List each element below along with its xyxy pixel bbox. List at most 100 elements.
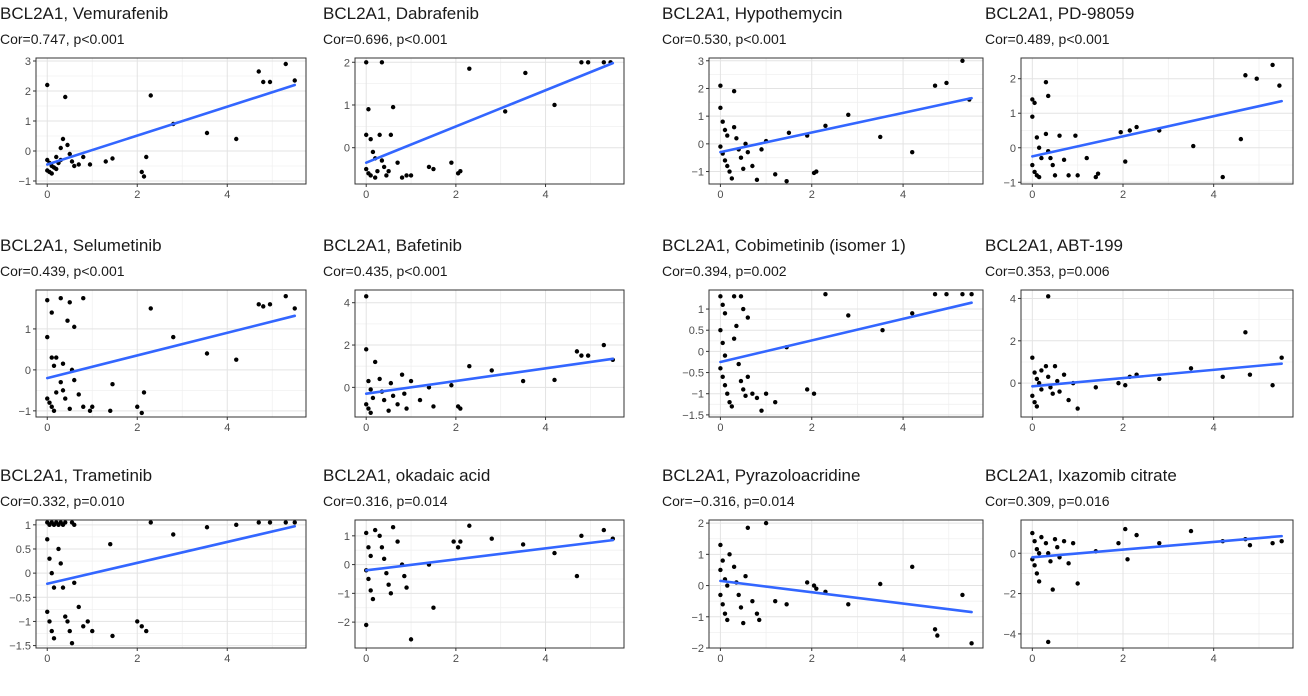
plot-border bbox=[354, 57, 625, 185]
data-point bbox=[60, 361, 66, 366]
data-point bbox=[720, 302, 725, 308]
data-point bbox=[1030, 355, 1035, 360]
plot-border bbox=[354, 289, 625, 418]
y-tick-label: 1 bbox=[25, 116, 31, 128]
data-point bbox=[366, 406, 371, 411]
data-point bbox=[204, 351, 210, 356]
data-point bbox=[741, 166, 746, 171]
regression-line bbox=[719, 579, 973, 614]
data-point bbox=[67, 628, 72, 634]
x-tick-label: 4 bbox=[900, 653, 906, 665]
data-point bbox=[734, 323, 739, 329]
data-point bbox=[366, 107, 371, 112]
data-point bbox=[1093, 174, 1098, 180]
plot-border bbox=[708, 289, 984, 418]
data-point bbox=[1093, 385, 1098, 390]
data-point bbox=[386, 408, 391, 413]
data-point bbox=[76, 604, 81, 610]
data-point bbox=[51, 636, 57, 641]
data-point bbox=[757, 617, 762, 623]
data-point bbox=[720, 340, 725, 346]
data-point bbox=[1034, 376, 1040, 382]
x-tick-label: 4 bbox=[1211, 422, 1217, 434]
x-tick-label: 4 bbox=[900, 189, 906, 201]
data-point bbox=[76, 162, 81, 167]
data-point bbox=[292, 306, 297, 311]
scatter-plot: 0 2 4 −1 0 1 2 3 bbox=[691, 56, 984, 201]
data-point bbox=[404, 585, 409, 590]
data-point bbox=[720, 119, 725, 124]
data-point bbox=[366, 576, 371, 582]
data-point bbox=[204, 130, 210, 136]
data-point bbox=[144, 628, 149, 634]
data-point bbox=[1247, 542, 1253, 548]
data-point bbox=[467, 523, 472, 528]
x-tick-label: 2 bbox=[134, 422, 140, 434]
data-point bbox=[171, 334, 176, 340]
data-point bbox=[368, 410, 373, 415]
data-point bbox=[103, 159, 108, 164]
y-tick-label: 2 bbox=[344, 340, 350, 352]
data-point bbox=[267, 79, 273, 85]
data-point bbox=[417, 397, 423, 403]
data-point bbox=[741, 620, 746, 626]
data-point bbox=[750, 391, 755, 396]
chart-title: BCL2A1, Cobimetinib (isomer 1) bbox=[662, 236, 906, 255]
chart-subtitle: Cor=0.747, p<0.001 bbox=[0, 31, 125, 47]
data-point bbox=[585, 60, 591, 65]
data-point bbox=[399, 372, 405, 377]
data-point bbox=[574, 573, 580, 579]
data-point bbox=[773, 598, 778, 604]
data-point bbox=[47, 619, 52, 624]
x-tick-label: 0 bbox=[1029, 189, 1035, 201]
y-tick-label: 0 bbox=[698, 581, 704, 593]
data-point bbox=[72, 324, 77, 330]
data-point bbox=[372, 175, 378, 180]
data-point bbox=[773, 399, 778, 405]
data-point bbox=[729, 404, 735, 409]
data-point bbox=[743, 573, 748, 579]
y-tick-label: 1 bbox=[1010, 108, 1016, 120]
data-point bbox=[1030, 97, 1035, 102]
data-point bbox=[1034, 404, 1040, 409]
data-point bbox=[364, 402, 369, 407]
y-tick-label: −1 bbox=[691, 167, 704, 179]
data-point bbox=[811, 391, 817, 396]
data-point bbox=[148, 520, 153, 525]
data-point bbox=[51, 585, 57, 590]
x-tick-label: 0 bbox=[363, 422, 369, 434]
chart-subtitle: Cor=0.489, p<0.001 bbox=[985, 31, 1110, 47]
chart-title: BCL2A1, Ixazomib citrate bbox=[985, 466, 1177, 485]
data-point bbox=[784, 179, 789, 184]
data-point bbox=[364, 347, 369, 352]
x-tick-label: 2 bbox=[809, 422, 815, 434]
data-point bbox=[754, 611, 760, 616]
x-tick-label: 0 bbox=[1029, 422, 1035, 434]
data-point bbox=[944, 292, 949, 297]
data-point bbox=[54, 166, 59, 172]
data-point bbox=[725, 583, 730, 588]
data-point bbox=[69, 640, 75, 646]
data-point bbox=[523, 70, 528, 76]
data-point bbox=[1073, 133, 1078, 138]
chart-panel: BCL2A1, Bafetinib Cor=0.435, p<0.001 bbox=[323, 236, 643, 466]
chart-title: BCL2A1, Dabrafenib bbox=[323, 4, 479, 23]
y-tick-label: 2 bbox=[25, 86, 31, 98]
chart-panel: BCL2A1, Hypothemycin Cor=0.530, p<0.001 bbox=[662, 4, 982, 234]
x-tick-label: 4 bbox=[542, 653, 548, 665]
data-point bbox=[1125, 557, 1130, 562]
data-point bbox=[722, 383, 728, 388]
data-point bbox=[379, 60, 385, 65]
data-point bbox=[1075, 173, 1080, 178]
y-tick-label: −1 bbox=[691, 612, 704, 624]
data-point bbox=[1030, 114, 1035, 119]
data-point bbox=[49, 355, 54, 360]
data-point bbox=[1243, 73, 1248, 78]
y-tick-label: −1 bbox=[18, 176, 31, 188]
data-point bbox=[738, 605, 744, 610]
x-tick-label: 2 bbox=[453, 189, 459, 201]
data-point bbox=[364, 132, 369, 138]
scatter-plot: 0 2 4 0 1 2 bbox=[344, 57, 625, 201]
data-point bbox=[1043, 79, 1049, 85]
data-point bbox=[65, 619, 70, 624]
